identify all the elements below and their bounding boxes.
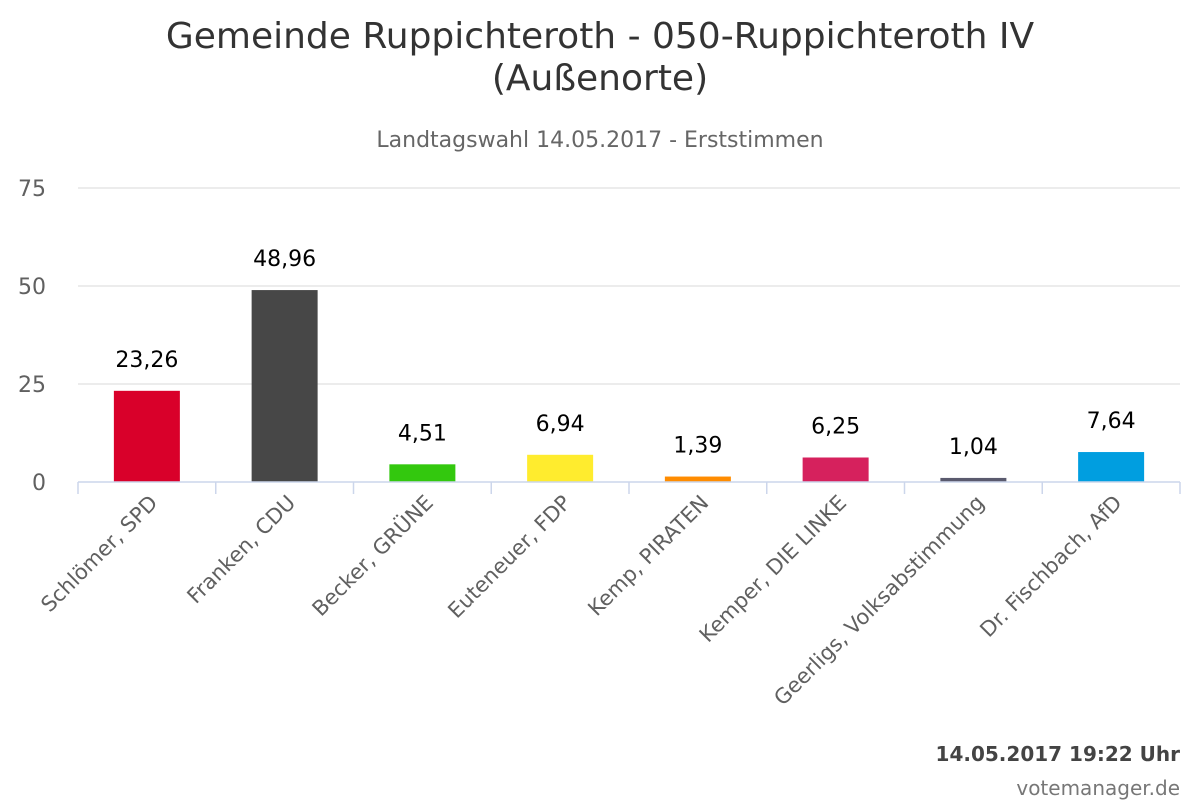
x-tick-label: Euteneuer, FDP <box>443 491 575 623</box>
y-axis-ticks: 0 25 50 75 <box>18 177 46 496</box>
x-tick-label: Kemp, PIRATEN <box>583 491 713 621</box>
data-label: 1,39 <box>673 434 722 459</box>
bars <box>113 290 1145 483</box>
x-axis <box>77 481 1181 494</box>
data-label: 6,25 <box>811 415 860 440</box>
bar[interactable] <box>1078 452 1145 482</box>
chart-title-line2: (Außenorte) <box>492 58 708 99</box>
y-tick-label: 75 <box>18 177 46 202</box>
bar[interactable] <box>389 464 456 482</box>
bar[interactable] <box>802 457 869 483</box>
bar[interactable] <box>113 390 180 482</box>
x-tick-label: Kemper, DIE LINKE <box>695 491 851 647</box>
data-labels: 23,26 48,96 4,51 6,94 1,39 6,25 1,04 7,64 <box>115 247 1135 460</box>
data-label: 6,94 <box>536 412 585 437</box>
bar-chart: Gemeinde Ruppichteroth - 050-Ruppichtero… <box>18 16 1181 710</box>
x-axis-ticks: Schlömer, SPD Franken, CDU Becker, GRÜNE Eu… <box>36 490 1126 710</box>
y-tick-label: 50 <box>18 275 46 300</box>
data-label: 7,64 <box>1087 409 1136 434</box>
timestamp: 14.05.2017 19:22 Uhr <box>935 742 1180 766</box>
grid-lines <box>78 187 1180 385</box>
data-label: 4,51 <box>398 421 447 446</box>
bar[interactable] <box>664 476 731 482</box>
x-tick-label: Schlömer, SPD <box>36 491 162 617</box>
data-label: 48,96 <box>253 247 316 272</box>
data-label: 1,04 <box>949 435 998 460</box>
bar[interactable] <box>251 290 318 482</box>
chart-subtitle: Landtagswahl 14.05.2017 - Erststimmen <box>376 128 823 153</box>
x-tick-label: Dr. Fischbach, AfD <box>975 491 1126 642</box>
data-label: 23,26 <box>115 348 178 373</box>
y-tick-label: 25 <box>18 373 46 398</box>
credit-link[interactable]: votemanager.de <box>1016 776 1180 800</box>
bar[interactable] <box>940 477 1007 482</box>
x-tick-label: Franken, CDU <box>182 491 300 609</box>
y-tick-label: 0 <box>32 471 46 496</box>
chart-title: Gemeinde Ruppichteroth - 050-Ruppichtero… <box>166 16 1035 57</box>
x-tick-label: Becker, GRÜNE <box>307 490 438 621</box>
bar[interactable] <box>527 454 594 482</box>
